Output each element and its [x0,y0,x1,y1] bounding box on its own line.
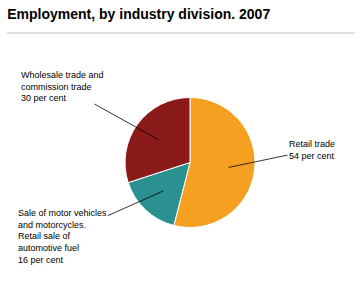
svg-text:Employment, by industry divisi: Employment, by industry division. 2007 [7,6,270,22]
svg-text:Sale of motor vehiclesand moto: Sale of motor vehiclesand motorcycles.Re… [18,208,107,265]
svg-text:Retail trade54 per cent: Retail trade54 per cent [289,139,335,161]
svg-text:Wholesale trade andcommission: Wholesale trade andcommission trade30 pe… [21,70,104,103]
